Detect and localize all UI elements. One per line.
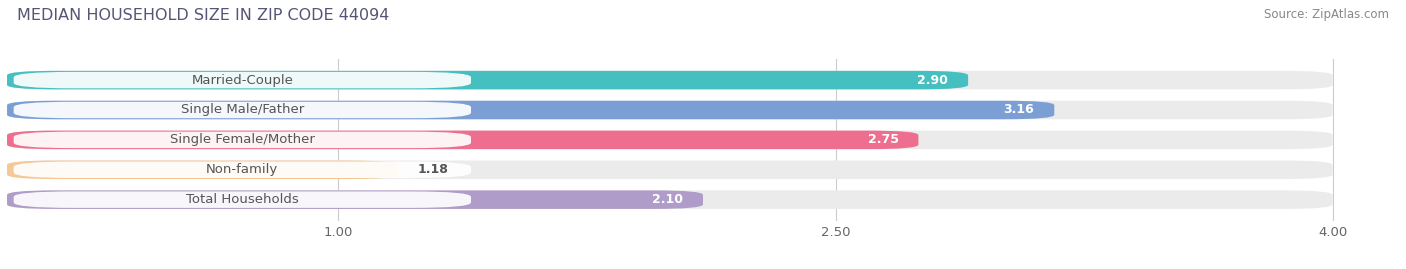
FancyBboxPatch shape bbox=[7, 101, 1333, 119]
Text: Non-family: Non-family bbox=[207, 163, 278, 176]
Text: 2.90: 2.90 bbox=[917, 74, 948, 87]
FancyBboxPatch shape bbox=[14, 72, 471, 88]
FancyBboxPatch shape bbox=[14, 132, 471, 148]
Text: 2.10: 2.10 bbox=[652, 193, 683, 206]
Text: Source: ZipAtlas.com: Source: ZipAtlas.com bbox=[1264, 8, 1389, 21]
FancyBboxPatch shape bbox=[7, 161, 398, 179]
Text: Married-Couple: Married-Couple bbox=[191, 74, 294, 87]
Text: MEDIAN HOUSEHOLD SIZE IN ZIP CODE 44094: MEDIAN HOUSEHOLD SIZE IN ZIP CODE 44094 bbox=[17, 8, 389, 23]
FancyBboxPatch shape bbox=[14, 162, 471, 178]
FancyBboxPatch shape bbox=[14, 102, 471, 118]
FancyBboxPatch shape bbox=[7, 161, 1333, 179]
Text: Total Households: Total Households bbox=[186, 193, 298, 206]
FancyBboxPatch shape bbox=[7, 101, 1054, 119]
Text: 3.16: 3.16 bbox=[1004, 104, 1035, 116]
FancyBboxPatch shape bbox=[7, 190, 703, 209]
FancyBboxPatch shape bbox=[7, 131, 1333, 149]
FancyBboxPatch shape bbox=[7, 71, 969, 89]
FancyBboxPatch shape bbox=[7, 131, 918, 149]
Text: 2.75: 2.75 bbox=[868, 133, 898, 146]
Text: 1.18: 1.18 bbox=[418, 163, 449, 176]
FancyBboxPatch shape bbox=[7, 71, 1333, 89]
Text: Single Male/Father: Single Male/Father bbox=[181, 104, 304, 116]
FancyBboxPatch shape bbox=[7, 190, 1333, 209]
FancyBboxPatch shape bbox=[14, 192, 471, 208]
Text: Single Female/Mother: Single Female/Mother bbox=[170, 133, 315, 146]
